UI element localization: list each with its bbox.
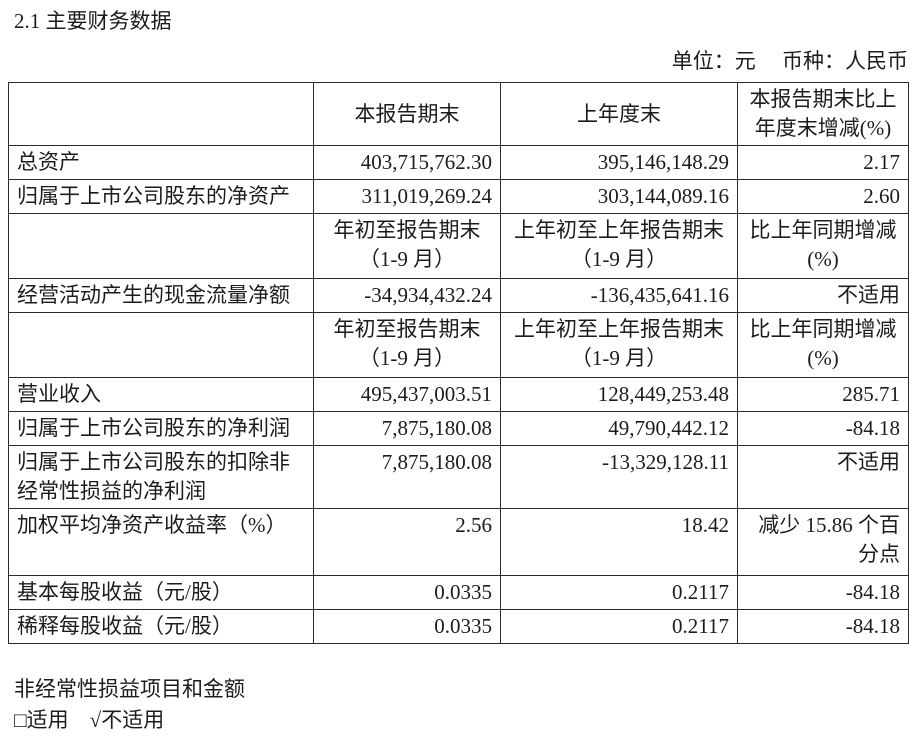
current-period-cell: 2.56 [313, 508, 501, 576]
financial-data-table: 本报告期末 上年度末 本报告期末比上 年度末增减(%) 总资产 403,715,… [8, 82, 909, 644]
label-cell [8, 312, 314, 378]
current-period-cell: 7,875,180.08 [313, 411, 501, 446]
row-operating-cash-flow: 经营活动产生的现金流量净额 -34,934,432.24 -136,435,64… [8, 278, 909, 313]
current-period-cell: 495,437,003.51 [313, 377, 501, 412]
section-title: 2.1 主要财务数据 [14, 9, 172, 33]
current-period-cell: 0.0335 [313, 575, 501, 610]
prior-period-cell: 上年初至上年报告期末 （1-9 月） [500, 312, 738, 378]
unit-currency-note: 单位：元 币种：人民币 [671, 49, 908, 73]
prior-period-cell: 49,790,442.12 [500, 411, 738, 446]
prior-period-cell: 128,449,253.48 [500, 377, 738, 412]
current-period-cell: 0.0335 [313, 609, 501, 644]
change-cell: 285.71 [737, 377, 909, 412]
prior-period-cell: -13,329,128.11 [500, 445, 738, 509]
change-cell: -84.18 [737, 575, 909, 610]
row-operating-revenue: 营业收入 495,437,003.51 128,449,253.48 285.7… [8, 377, 909, 412]
label-cell [8, 213, 314, 279]
row-weighted-avg-roe: 加权平均净资产收益率（%） 2.56 18.42 减少 15.86 个百 分点 [8, 508, 909, 576]
label-cell: 营业收入 [8, 377, 314, 412]
prior-period-cell: 0.2117 [500, 575, 738, 610]
prior-period-cell: 上年初至上年报告期末 （1-9 月） [500, 213, 738, 279]
current-period-cell: -34,934,432.24 [313, 278, 501, 313]
current-period-cell: 7,875,180.08 [313, 445, 501, 509]
row-net-assets: 归属于上市公司股东的净资产 311,019,269.24 303,144,089… [8, 179, 909, 214]
row-diluted-eps: 稀释每股收益（元/股） 0.0335 0.2117 -84.18 [8, 609, 909, 644]
row-period-header-1: 年初至报告期末 （1-9 月） 上年初至上年报告期末 （1-9 月） 比上年同期… [8, 213, 909, 279]
header-change-cell: 本报告期末比上 年度末增减(%) [737, 82, 909, 146]
prior-period-cell: 395,146,148.29 [500, 145, 738, 180]
row-period-header-2: 年初至报告期末 （1-9 月） 上年初至上年报告期末 （1-9 月） 比上年同期… [8, 312, 909, 378]
current-period-cell: 年初至报告期末 （1-9 月） [313, 213, 501, 279]
report-page: 2.1 主要财务数据 单位：元 币种：人民币 本报告期末 上年度末 本报告期末比… [0, 8, 916, 732]
label-cell: 归属于上市公司股东的扣除非 经常性损益的净利润 [8, 445, 314, 509]
header-current-period-cell: 本报告期末 [313, 82, 501, 146]
label-cell: 总资产 [8, 145, 314, 180]
label-cell: 稀释每股收益（元/股） [8, 609, 314, 644]
label-cell: 经营活动产生的现金流量净额 [8, 278, 314, 313]
current-period-cell: 403,715,762.30 [313, 145, 501, 180]
nonrecurring-items-section: 非经常性损益项目和金额 □适用 √不适用 [14, 674, 916, 736]
prior-period-cell: 18.42 [500, 508, 738, 576]
label-cell: 归属于上市公司股东的净利润 [8, 411, 314, 446]
label-cell: 基本每股收益（元/股） [8, 575, 314, 610]
row-net-profit-excl-nonrecurring: 归属于上市公司股东的扣除非 经常性损益的净利润 7,875,180.08 -13… [8, 445, 909, 509]
row-total-assets: 总资产 403,715,762.30 395,146,148.29 2.17 [8, 145, 909, 180]
row-net-profit: 归属于上市公司股东的净利润 7,875,180.08 49,790,442.12… [8, 411, 909, 446]
prior-period-cell: -136,435,641.16 [500, 278, 738, 313]
prior-period-cell: 303,144,089.16 [500, 179, 738, 214]
change-cell: 比上年同期增减 (%) [737, 213, 909, 279]
change-cell: -84.18 [737, 609, 909, 644]
label-cell: 加权平均净资产收益率（%） [8, 508, 314, 576]
change-cell: 比上年同期增减 (%) [737, 312, 909, 378]
row-basic-eps: 基本每股收益（元/股） 0.0335 0.2117 -84.18 [8, 575, 909, 610]
label-cell: 归属于上市公司股东的净资产 [8, 179, 314, 214]
change-cell: 不适用 [737, 445, 909, 509]
change-cell: 减少 15.86 个百 分点 [737, 508, 909, 576]
change-cell: 2.17 [737, 145, 909, 180]
header-item-cell [8, 82, 314, 146]
change-cell: 不适用 [737, 278, 909, 313]
current-period-cell: 年初至报告期末 （1-9 月） [313, 312, 501, 378]
current-period-cell: 311,019,269.24 [313, 179, 501, 214]
change-cell: 2.60 [737, 179, 909, 214]
change-cell: -84.18 [737, 411, 909, 446]
nonrecurring-items-title: 非经常性损益项目和金额 [14, 677, 245, 701]
table-header-row: 本报告期末 上年度末 本报告期末比上 年度末增减(%) [8, 82, 909, 146]
prior-period-cell: 0.2117 [500, 609, 738, 644]
header-prior-year-end-cell: 上年度末 [500, 82, 738, 146]
